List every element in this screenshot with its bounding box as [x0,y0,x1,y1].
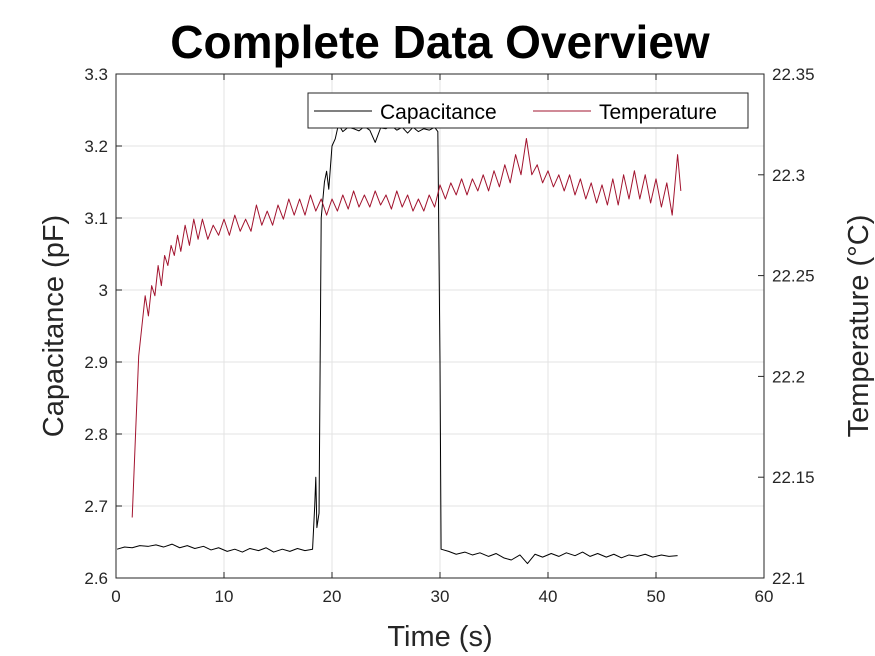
chart-title: Complete Data Overview [170,16,710,68]
y-left-tick-label: 3.3 [84,65,108,84]
x-tick-label: 30 [431,587,450,606]
x-tick-label: 50 [647,587,666,606]
legend-box [307,92,749,129]
y-right-tick-label: 22.3 [772,166,805,185]
y-left-axis-label: Capacitance (pF) [38,215,70,437]
y-right-tick-label: 22.35 [772,65,815,84]
x-tick-label: 60 [755,587,774,606]
y-right-tick-label: 22.15 [772,468,815,487]
y-right-tick-label: 22.2 [772,367,805,386]
legend: Capacitance Temperature [307,92,749,129]
series-layer [116,123,682,565]
x-tick-label: 20 [323,587,342,606]
x-axis-label: Time (s) [387,621,492,653]
series-line-capacitance [116,123,678,565]
x-tick-label: 0 [111,587,120,606]
y-left-tick-label: 3.2 [84,137,108,156]
x-tick-label: 10 [215,587,234,606]
y-left-tick-label: 2.9 [84,353,108,372]
y-right-tick-label: 22.1 [772,569,805,588]
y-left-tick-label: 3 [99,281,108,300]
axes: 0 10 20 30 40 50 60 2.6 2.7 2.8 2.9 3 3.1 3.2 3.3 22.1 2… [84,65,814,606]
legend-label-capacitance: Capacitance [380,101,497,124]
y-left-tick-label: 2.8 [84,425,108,444]
x-tick-label: 40 [539,587,558,606]
y-left-tick-label: 3.1 [84,209,108,228]
series-line-temperature [131,138,682,518]
y-left-tick-label: 2.6 [84,569,108,588]
y-left-tick-label: 2.7 [84,497,108,516]
y-right-axis-label: Temperature (°C) [843,215,875,438]
legend-label-temperature: Temperature [599,101,717,124]
y-right-tick-label: 22.25 [772,267,815,286]
